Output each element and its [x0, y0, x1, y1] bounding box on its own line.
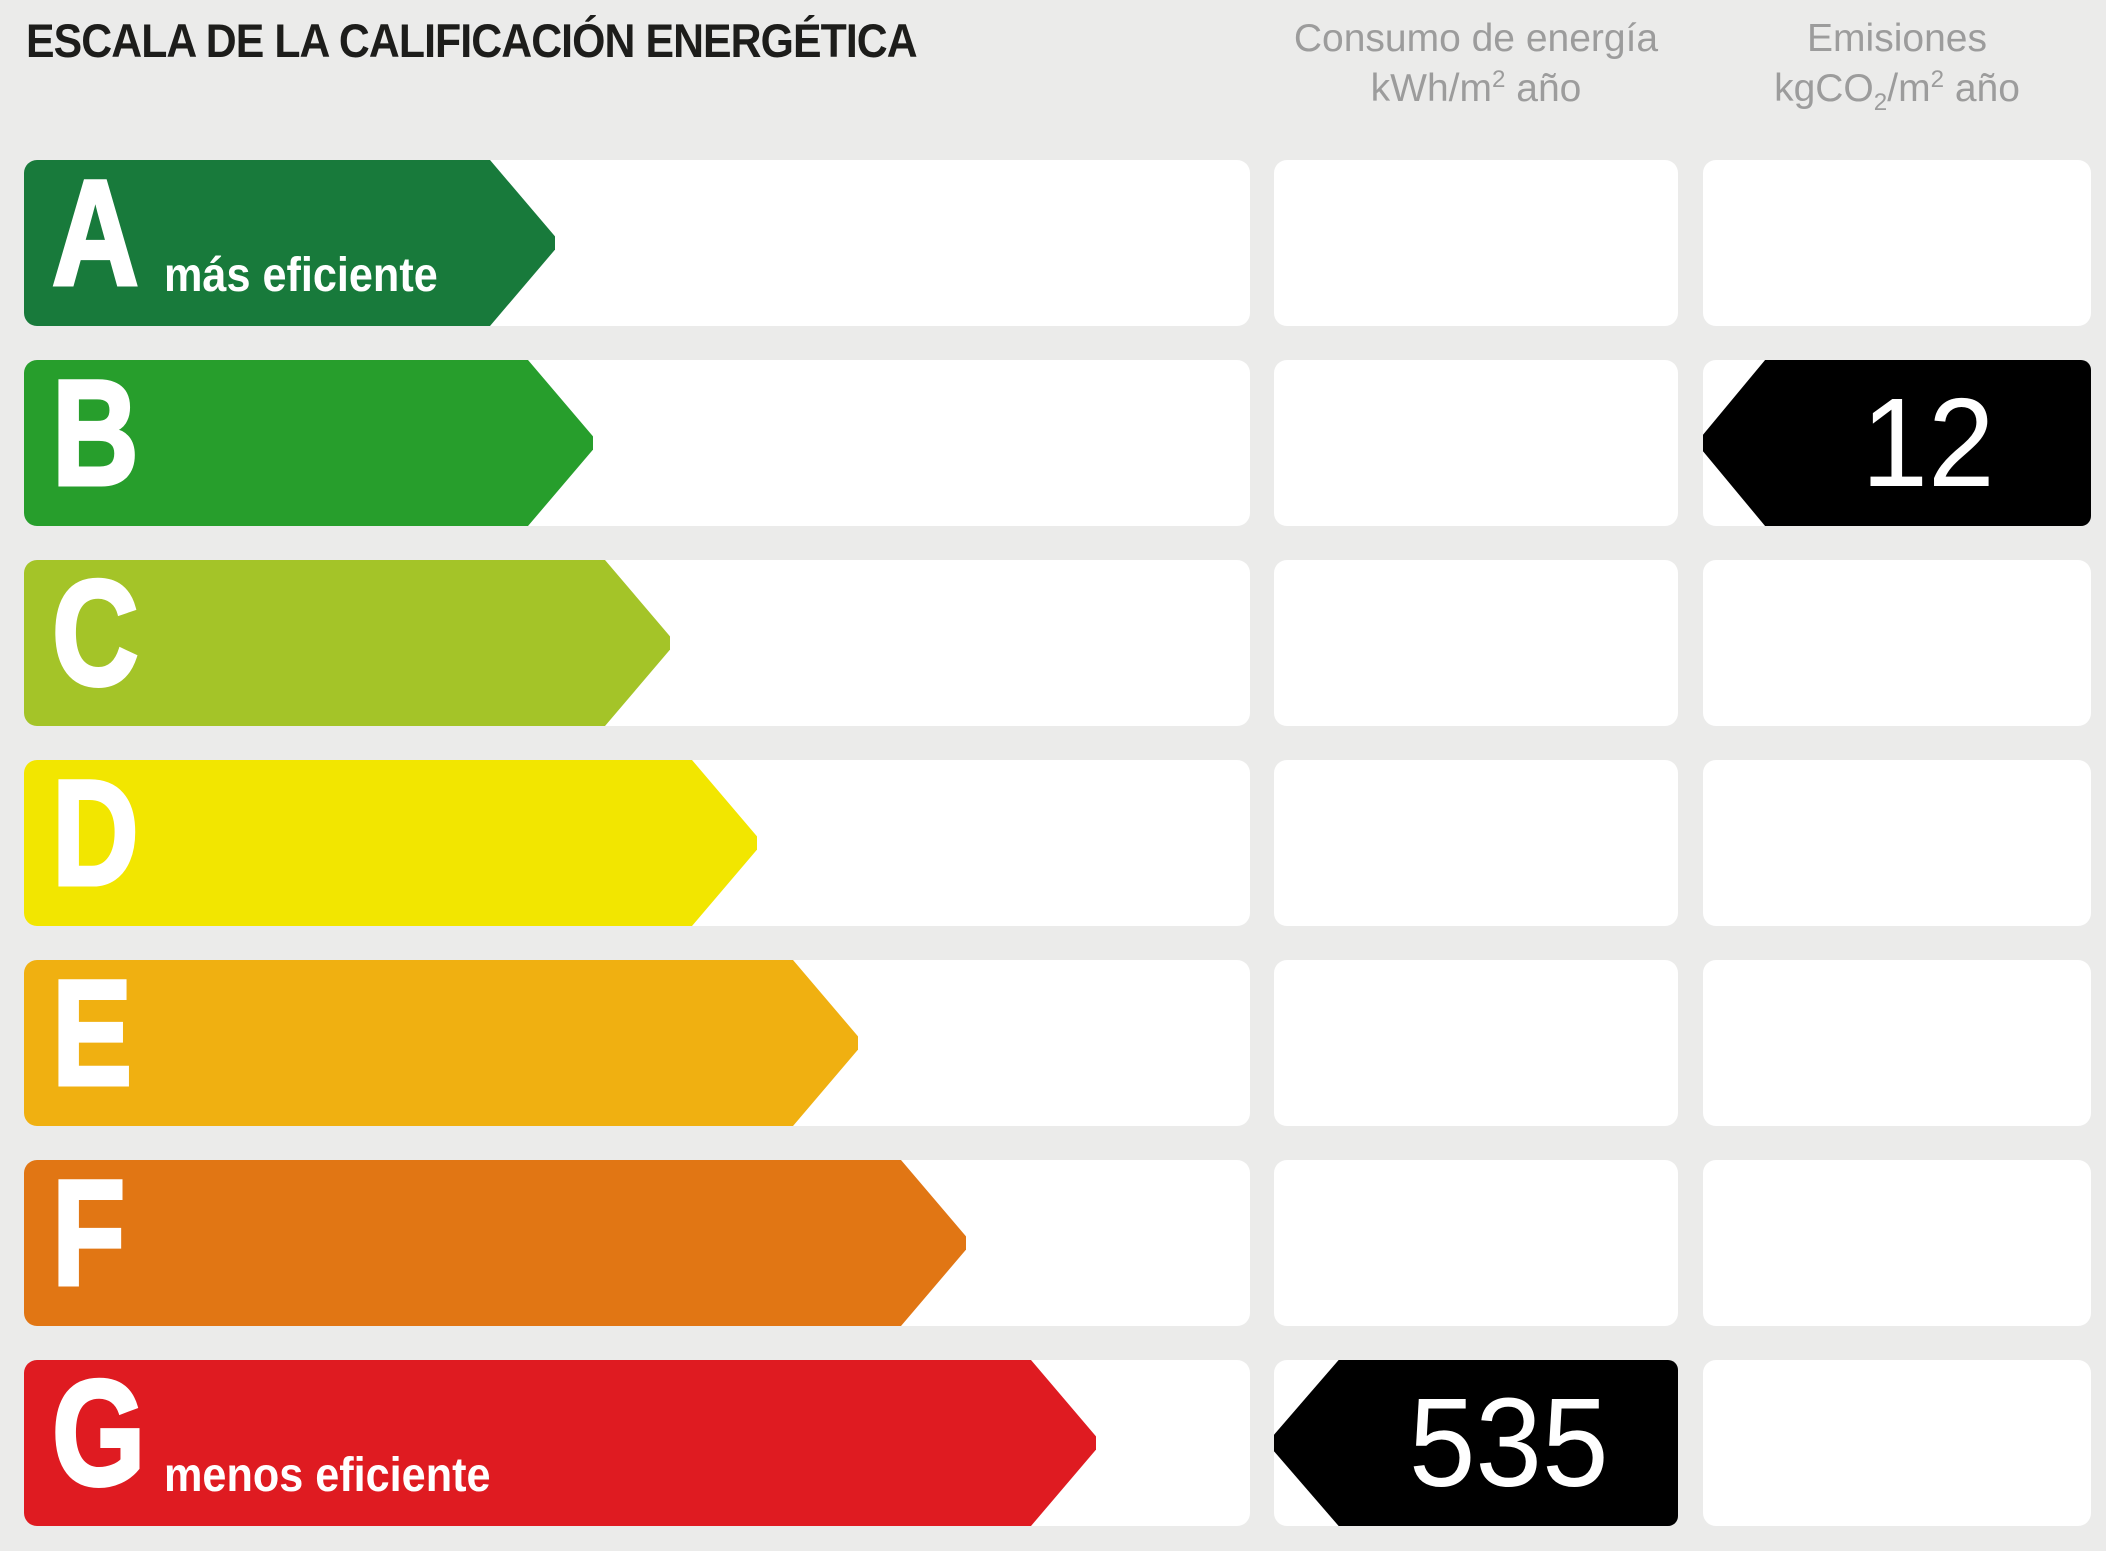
rating-row: F	[0, 1160, 2106, 1326]
grade-letter: B	[52, 348, 139, 517]
rating-arrow: F	[24, 1160, 966, 1326]
emissions-cell	[1703, 560, 2091, 726]
efficiency-note: menos eficiente	[164, 1449, 491, 1502]
consumption-header-line1: Consumo de energía	[1293, 17, 1659, 60]
emissions-column-header: Emisiones kgCO2/m2 año	[1682, 14, 2106, 114]
rating-arrow: G menos eficiente	[24, 1360, 1096, 1526]
superscript-2: 2	[1491, 66, 1506, 93]
unit-text: kWh/m	[1370, 67, 1492, 110]
unit-text: año	[1944, 67, 2020, 110]
rating-row: C	[0, 560, 2106, 726]
emissions-indicator-arrow: 12	[1703, 360, 2091, 526]
emissions-header-unit: kgCO2/m2 año	[1682, 64, 2106, 114]
emissions-header-line1: Emisiones	[1807, 17, 1987, 60]
consumption-indicator-arrow: 535	[1274, 1360, 1678, 1526]
rating-row: A más eficiente	[0, 160, 2106, 326]
emissions-cell	[1703, 760, 2091, 926]
grade-letter: E	[52, 948, 133, 1117]
unit-text: año	[1505, 67, 1582, 110]
consumption-cell	[1274, 760, 1678, 926]
page-title: ESCALA DE LA CALIFICACIÓN ENERGÉTICA	[26, 14, 918, 67]
consumption-cell	[1274, 360, 1678, 526]
consumption-cell	[1274, 1160, 1678, 1326]
emissions-cell	[1703, 1160, 2091, 1326]
emissions-cell	[1703, 960, 2091, 1126]
grade-letter: A	[52, 148, 139, 317]
emissions-cell	[1703, 160, 2091, 326]
grade-letter: C	[52, 548, 139, 717]
grade-letter: F	[52, 1148, 126, 1317]
rating-row: G menos eficiente 535	[0, 1360, 2106, 1526]
consumption-column-header: Consumo de energía kWh/m2 año	[1261, 14, 1691, 114]
rating-arrow: B	[24, 360, 593, 526]
grade-letter: D	[52, 748, 139, 917]
unit-text: /m	[1887, 67, 1931, 110]
superscript-2: 2	[1930, 66, 1945, 93]
consumption-cell	[1274, 160, 1678, 326]
consumption-value: 535	[1408, 1372, 1609, 1513]
efficiency-note: más eficiente	[164, 249, 438, 302]
rating-arrow: D	[24, 760, 757, 926]
rating-arrow: C	[24, 560, 670, 726]
grade-letter: G	[52, 1348, 146, 1517]
rating-row: D	[0, 760, 2106, 926]
subscript-2: 2	[1873, 88, 1888, 116]
emissions-cell	[1703, 1360, 2091, 1526]
unit-text: kgCO	[1774, 67, 1874, 110]
consumption-cell	[1274, 560, 1678, 726]
consumption-cell	[1274, 960, 1678, 1126]
rating-arrow: E	[24, 960, 858, 1126]
emissions-value: 12	[1861, 372, 1995, 513]
rating-row: B 12	[0, 360, 2106, 526]
rating-arrow: A más eficiente	[24, 160, 555, 326]
rating-row: E	[0, 960, 2106, 1126]
consumption-header-unit: kWh/m2 año	[1261, 64, 1691, 114]
